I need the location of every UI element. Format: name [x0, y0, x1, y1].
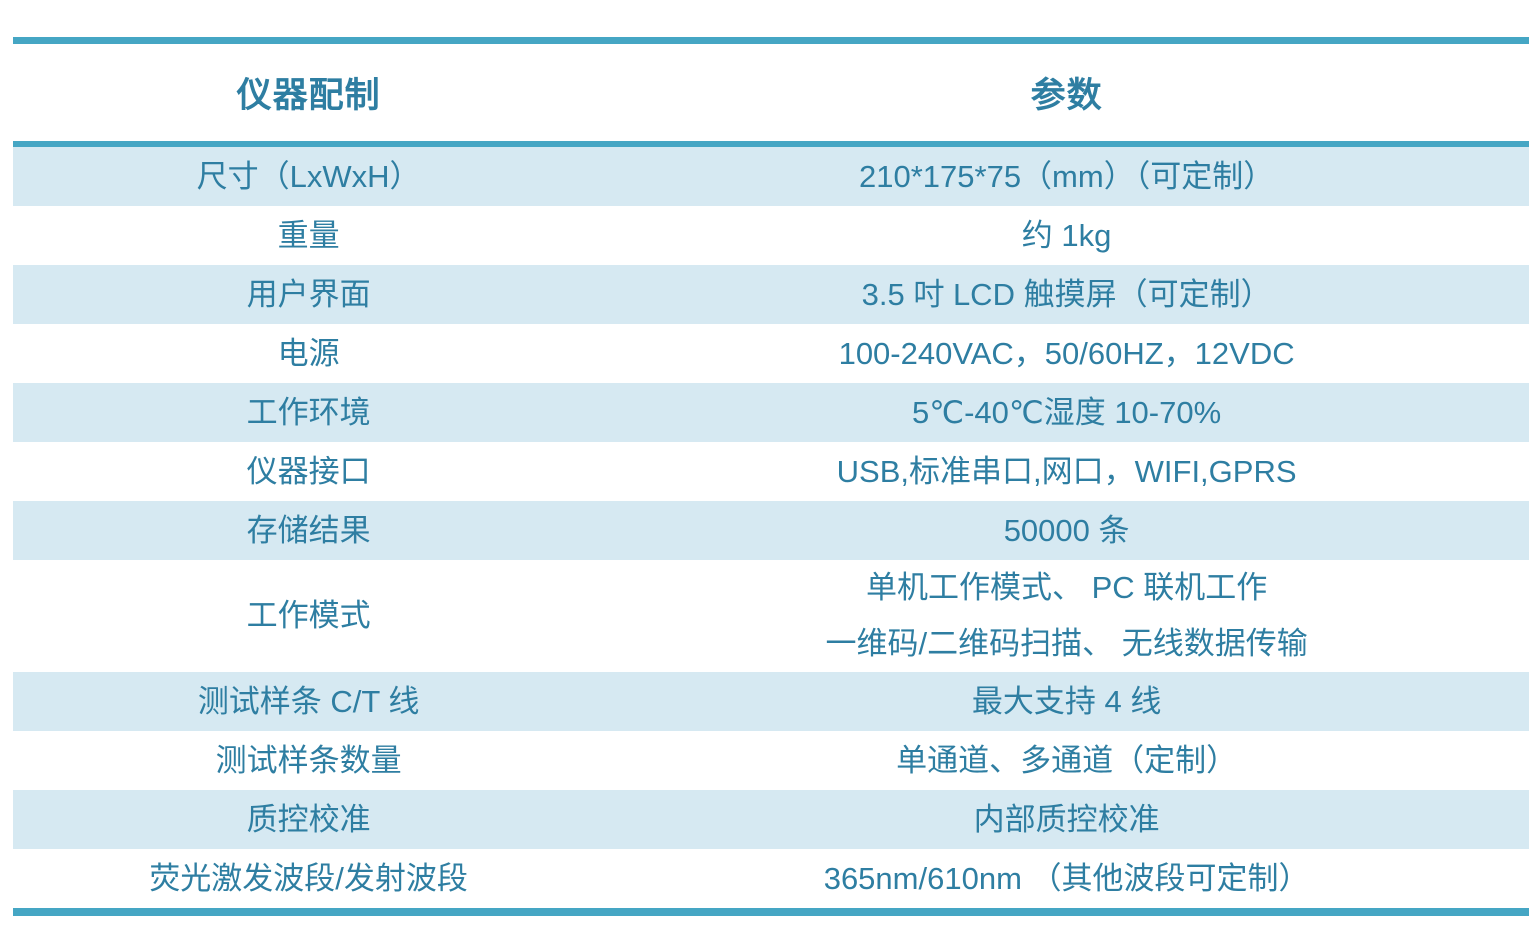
spec-value: 内部质控校准 — [973, 801, 1160, 837]
spec-row: 用户界面 3.5 吋 LCD 触摸屏（可定制） — [13, 265, 1529, 324]
spec-label: 测试样条数量 — [215, 742, 402, 778]
header-col-configuration: 仪器配制 — [236, 76, 381, 115]
table-header-row: 仪器配制 参数 — [13, 44, 1529, 141]
spec-row: 工作环境 5℃-40℃湿度 10-70% — [13, 383, 1529, 442]
spec-label: 电源 — [277, 335, 340, 371]
spec-value: 5℃-40℃湿度 10-70% — [912, 394, 1222, 430]
spec-row: 荧光激发波段/发射波段 365nm/610nm （其他波段可定制） — [13, 849, 1529, 908]
spec-row: 测试样条数量 单通道、多通道（定制） — [13, 731, 1529, 790]
spec-label: 测试样条 C/T 线 — [197, 683, 420, 719]
spec-row: 工作模式 单机工作模式、 PC 联机工作 一维码/二维码扫描、 无线数据传输 — [13, 560, 1529, 672]
spec-row: 测试样条 C/T 线 最大支持 4 线 — [13, 672, 1529, 731]
table-bottom-rule — [13, 908, 1529, 916]
spec-label: 重量 — [277, 217, 340, 253]
spec-label: 工作模式 — [246, 598, 371, 633]
header-separator-rule — [13, 141, 1529, 147]
spec-row: 重量 约 1kg — [13, 206, 1529, 265]
spec-value: 约 1kg — [1021, 217, 1112, 253]
spec-row: 存储结果 50000 条 — [13, 501, 1529, 560]
spec-value: 单机工作模式、 PC 联机工作 一维码/二维码扫描、 无线数据传输 — [825, 570, 1308, 661]
spec-value: 3.5 吋 LCD 触摸屏（可定制） — [861, 276, 1272, 312]
spec-label: 尺寸（LxWxH） — [196, 158, 421, 194]
spec-label: 用户界面 — [246, 276, 371, 312]
spec-row: 电源 100-240VAC，50/60HZ，12VDC — [13, 324, 1529, 383]
spec-label: 存储结果 — [246, 512, 371, 548]
spec-value: 单通道、多通道（定制） — [896, 742, 1238, 778]
spec-row: 尺寸（LxWxH） 210*175*75（mm）（可定制） — [13, 147, 1529, 206]
specification-table: 仪器配制 参数 尺寸（LxWxH） 210*175*75（mm）（可定制） 重量 约 … — [13, 37, 1529, 916]
spec-label: 质控校准 — [246, 801, 371, 837]
spec-label: 工作环境 — [246, 394, 371, 430]
table-top-rule — [13, 37, 1529, 44]
spec-value: 210*175*75（mm）（可定制） — [859, 158, 1275, 194]
header-col-parameter: 参数 — [1030, 76, 1103, 115]
spec-row: 质控校准 内部质控校准 — [13, 790, 1529, 849]
spec-rows: 尺寸（LxWxH） 210*175*75（mm）（可定制） 重量 约 1kg 用户界面 3… — [13, 147, 1529, 908]
spec-value: 100-240VAC，50/60HZ，12VDC — [838, 335, 1295, 371]
spec-label: 荧光激发波段/发射波段 — [149, 860, 468, 896]
spec-value: 最大支持 4 线 — [971, 683, 1162, 719]
spec-value: USB,标准串口,网口，WIFI,GPRS — [836, 453, 1297, 489]
spec-label: 仪器接口 — [246, 453, 371, 489]
spec-value: 50000 条 — [1003, 512, 1130, 548]
spec-row: 仪器接口 USB,标准串口,网口，WIFI,GPRS — [13, 442, 1529, 501]
spec-value: 365nm/610nm （其他波段可定制） — [823, 860, 1310, 896]
